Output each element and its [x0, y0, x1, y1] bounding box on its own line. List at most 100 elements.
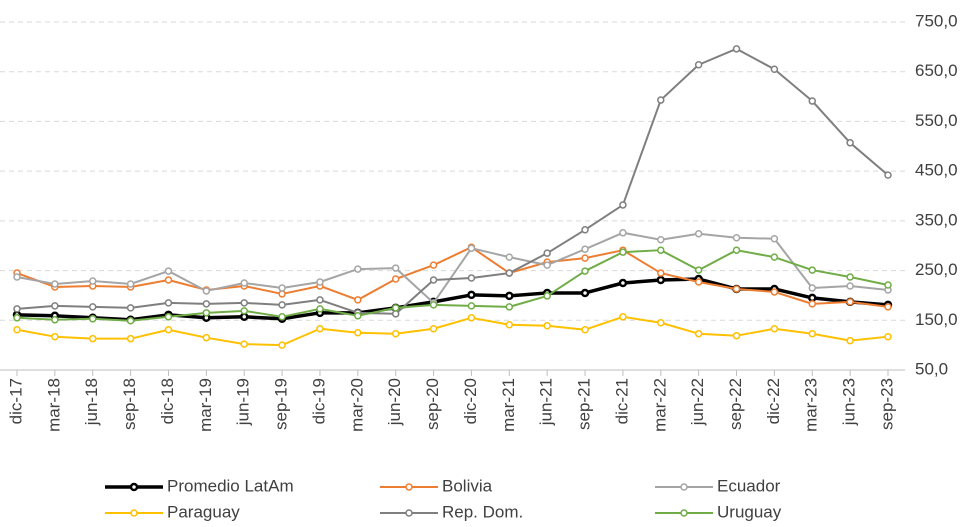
legend-marker: [129, 482, 139, 492]
point: [581, 267, 589, 275]
point: [467, 274, 476, 282]
point: [278, 301, 286, 309]
x-tick-label: sep-18: [120, 378, 139, 430]
point: [846, 139, 854, 147]
point: [657, 319, 665, 327]
point: [354, 312, 362, 320]
point: [164, 325, 173, 334]
point: [770, 324, 779, 333]
legend-label: Uruguay: [717, 502, 782, 521]
point: [657, 96, 665, 104]
point: [581, 245, 589, 253]
point: [505, 269, 514, 277]
point: [51, 332, 59, 341]
point: [619, 248, 627, 256]
point: [429, 324, 438, 333]
point: [808, 284, 817, 292]
y-tick-label: 50,0: [915, 359, 948, 378]
point: [543, 249, 551, 257]
point: [126, 334, 135, 343]
legend-marker: [130, 509, 138, 517]
point: [240, 279, 248, 287]
point: [13, 273, 21, 281]
point: [354, 296, 362, 304]
point: [164, 299, 173, 307]
point: [657, 235, 665, 244]
point: [51, 316, 59, 324]
point: [13, 305, 21, 313]
point: [88, 277, 97, 285]
x-tick-label: dic-21: [612, 378, 631, 424]
point: [88, 334, 97, 343]
point: [391, 310, 400, 318]
point: [808, 293, 817, 303]
point: [694, 61, 703, 69]
x-tick-label: dic-20: [461, 378, 480, 424]
series-line: [16, 47, 889, 315]
point: [732, 234, 741, 242]
x-tick-label: mar-19: [196, 378, 215, 432]
point: [391, 264, 400, 272]
point: [884, 171, 892, 179]
point: [126, 317, 135, 325]
point: [732, 331, 741, 340]
point: [391, 275, 400, 283]
point: [808, 266, 817, 274]
x-tick-label: mar-21: [499, 378, 518, 432]
legend-marker: [680, 483, 688, 491]
x-tick-label: sep-19: [272, 378, 291, 430]
legend-label: Promedio LatAm: [167, 476, 294, 495]
point: [391, 304, 400, 312]
point: [580, 288, 590, 298]
point: [51, 280, 59, 288]
point: [884, 332, 892, 341]
point: [770, 288, 779, 296]
point: [467, 290, 476, 300]
point: [770, 253, 779, 261]
point: [13, 325, 21, 334]
x-tick-label: sep-22: [726, 378, 745, 430]
series-line: [16, 231, 889, 304]
legend-marker: [680, 509, 688, 517]
legend-label: Bolivia: [442, 476, 493, 495]
point: [657, 246, 665, 254]
x-tick-label: mar-18: [44, 378, 63, 432]
point: [164, 313, 173, 321]
point: [846, 298, 854, 306]
point: [846, 282, 854, 290]
x-tick-label: dic-18: [158, 378, 177, 424]
point: [694, 266, 703, 274]
point: [126, 280, 135, 288]
point: [543, 261, 551, 269]
x-tick-label: mar-20: [347, 378, 366, 432]
point: [278, 313, 286, 321]
point: [429, 261, 438, 269]
series-line: [16, 277, 889, 322]
y-tick-label: 450,0: [915, 161, 958, 180]
point: [278, 341, 286, 349]
x-tick-label: sep-23: [877, 378, 896, 430]
x-tick-label: mar-23: [802, 378, 821, 432]
point: [732, 45, 741, 53]
x-tick-label: jun-19: [234, 378, 253, 426]
point: [694, 278, 703, 286]
point: [770, 235, 779, 243]
point: [808, 329, 817, 338]
point: [808, 300, 817, 308]
y-tick-label: 550,0: [915, 111, 958, 130]
series-line: [16, 249, 889, 322]
y-tick-label: 350,0: [915, 210, 958, 229]
point: [505, 303, 514, 311]
point: [581, 325, 589, 334]
legend-marker: [405, 483, 413, 491]
point: [467, 302, 476, 310]
y-tick-label: 150,0: [915, 310, 958, 329]
x-tick-label: jun-18: [82, 378, 101, 426]
point: [202, 300, 211, 308]
point: [391, 329, 400, 338]
x-tick-label: jun-21: [537, 378, 556, 426]
point: [846, 273, 854, 281]
point: [202, 287, 211, 295]
